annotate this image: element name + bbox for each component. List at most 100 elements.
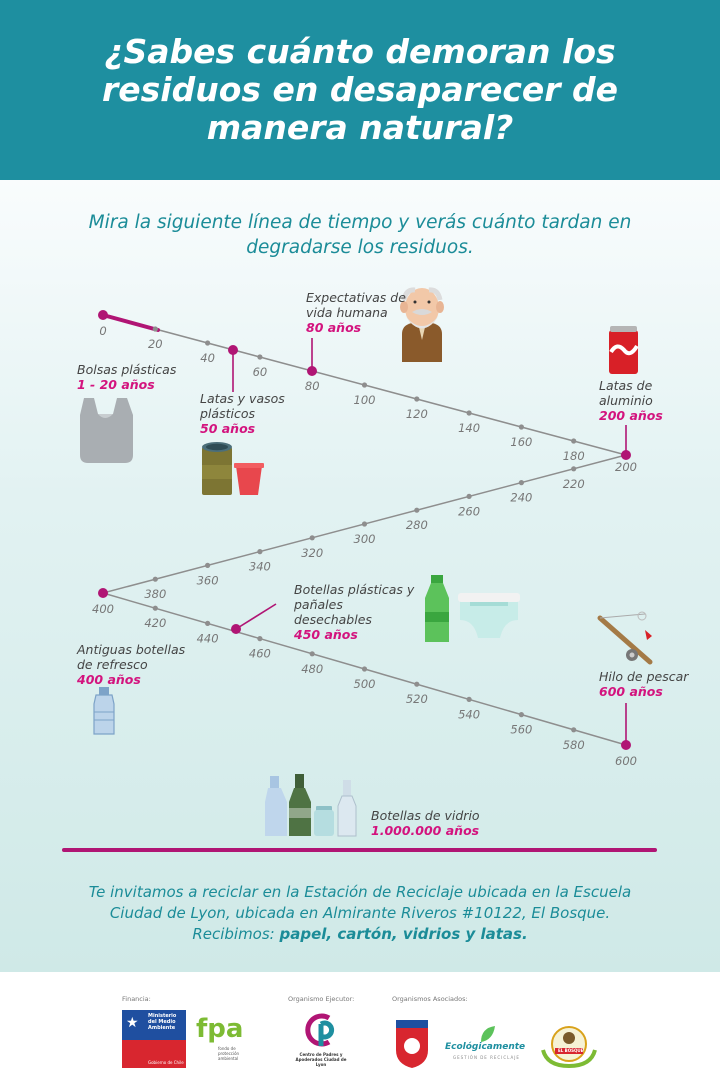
tick-dot xyxy=(257,549,263,555)
label-old-bottles-name: Antiguas botellas de refresco xyxy=(77,642,186,672)
old-glass-bottle-icon xyxy=(93,687,115,735)
label-aluminum-cans-name: Latas de aluminio xyxy=(599,378,653,408)
tick-dots xyxy=(152,326,577,733)
cpa-subtext: Centro de Padres y Apoderados Ciudad de … xyxy=(295,1052,347,1067)
main-panel xyxy=(0,180,720,972)
logos-bar: Financia: Organismo Ejecutor: Organismos… xyxy=(0,972,720,1080)
plastic-bottles-connector xyxy=(235,603,277,630)
tick-label: 600 xyxy=(615,754,637,768)
tick-label: 440 xyxy=(197,631,219,645)
plastic-bag-icon xyxy=(80,398,133,463)
marker-200 xyxy=(621,450,631,460)
ministerio-text: Ministerio del Medio Ambiente xyxy=(148,1013,177,1031)
label-glass-bottles-name: Botellas de vidrio xyxy=(371,808,480,823)
tick-label: 460 xyxy=(249,647,271,661)
tick-dot xyxy=(518,424,525,430)
elderly-person-icon xyxy=(400,287,444,362)
ecologicamente-subtext: GESTIÓN DE RECICLAJE xyxy=(453,1055,520,1060)
el-bosque-shield-logo xyxy=(392,1020,432,1070)
page-title: ¿Sabes cuánto demoran los residuos en de… xyxy=(101,32,619,147)
label-fishing-line-name: Hilo de pescar xyxy=(599,669,689,684)
ministerio-logo: ★ Ministerio del Medio Ambiente Gobierno… xyxy=(122,1010,186,1068)
label-glass-bottles: Botellas de vidrio 1.000.000 años xyxy=(371,808,511,838)
header: ¿Sabes cuánto demoran los residuos en de… xyxy=(0,0,720,180)
tick-label: 560 xyxy=(510,723,532,737)
caption-ejecutor: Organismo Ejecutor: xyxy=(288,995,355,1003)
tick-dot xyxy=(466,410,472,416)
tick-label: 300 xyxy=(354,532,376,546)
label-old-bottles-years: 400 años xyxy=(77,672,141,687)
marker-450 xyxy=(231,624,241,634)
label-glass-bottles-years: 1.000.000 años xyxy=(371,823,480,838)
leaf-icon xyxy=(481,1026,495,1042)
tick-label: 580 xyxy=(563,738,585,752)
fpa-text: fpa xyxy=(196,1014,244,1044)
bags-range-bar xyxy=(101,313,160,332)
ecologicamente-logo: Ecológicamente GESTIÓN DE RECICLAJE xyxy=(445,1024,525,1064)
tick-dot xyxy=(414,507,420,513)
tick-dot xyxy=(152,605,158,611)
tick-labels: 0 20 40 60 80 100 120 140 160 180 200 220 240 260 280 3… xyxy=(92,324,637,768)
marker-600 xyxy=(621,740,631,750)
caption-financia: Financia: xyxy=(122,995,151,1003)
tick-label: 400 xyxy=(92,602,114,616)
marker-50 xyxy=(228,345,238,355)
tick-dot xyxy=(257,354,263,360)
footer-line-2b: papel, cartón, vidrios y latas. xyxy=(279,925,528,943)
tick-label: 520 xyxy=(406,692,428,706)
fpa-logo: fpa fondo de protección ambiental xyxy=(194,1014,252,1064)
label-fishing-line-years: 600 años xyxy=(599,684,663,699)
tick-label: 420 xyxy=(144,616,166,630)
tick-dot xyxy=(361,521,368,527)
tick-dot xyxy=(571,727,577,733)
tick-dot xyxy=(205,562,211,569)
el-bosque-text: EL BOSQUE xyxy=(558,1048,584,1053)
label-plastic-bottles: Botellas plásticas y pañales desechables… xyxy=(294,582,419,642)
gobierno-text: Gobierno de Chile xyxy=(148,1060,184,1065)
marker-80 xyxy=(307,366,317,376)
tick-label: 220 xyxy=(563,477,585,491)
fishing-rod-icon xyxy=(597,611,653,665)
footer-line-1: Te invitamos a reciclar en la Estación d… xyxy=(88,883,632,922)
el-bosque-round-logo: EL BOSQUE xyxy=(537,1022,601,1069)
star-icon: ★ xyxy=(126,1015,139,1031)
tick-dot xyxy=(152,326,158,332)
tick-dot xyxy=(361,666,368,672)
tick-label: 380 xyxy=(144,587,166,601)
tick-dot xyxy=(361,382,368,388)
tick-dot xyxy=(309,651,315,657)
label-aluminum-cans-years: 200 años xyxy=(599,408,663,423)
tick-dot xyxy=(414,396,420,402)
label-cans-cups: Latas y vasos plásticos 50 años xyxy=(200,391,300,436)
wreath-icon xyxy=(541,1026,597,1069)
tick-label: 260 xyxy=(458,504,480,518)
cpa-mark-icon xyxy=(305,1013,335,1047)
tick-dot xyxy=(205,340,211,346)
tick-dot xyxy=(571,438,577,444)
tick-label: 500 xyxy=(354,677,376,691)
label-plastic-bottles-years: 450 años xyxy=(294,627,358,642)
label-fishing-line: Hilo de pescar 600 años xyxy=(599,669,689,699)
label-bags-name: Bolsas plásticas xyxy=(77,362,177,377)
tick-dot xyxy=(518,712,525,718)
tick-dot xyxy=(205,620,211,627)
label-old-bottles: Antiguas botellas de refresco 400 años xyxy=(77,642,187,687)
tick-label: 0 xyxy=(99,324,106,338)
label-human-life-name: Expectativas de vida humana xyxy=(306,290,406,320)
label-bags: Bolsas plásticas 1 - 20 años xyxy=(77,362,187,392)
can-and-cup-icon xyxy=(202,442,264,495)
tick-label: 280 xyxy=(406,518,428,532)
label-cans-cups-years: 50 años xyxy=(200,421,256,436)
tick-label: 480 xyxy=(301,662,323,676)
timeline-diagram: 0 20 40 60 80 100 120 140 160 180 200 220 240 260 280 3… xyxy=(62,287,657,852)
plastic-bottle-icon xyxy=(425,575,449,642)
tick-dot xyxy=(309,535,315,541)
tick-label: 540 xyxy=(458,707,480,721)
diaper-icon xyxy=(458,593,520,638)
label-human-life-years: 80 años xyxy=(306,320,362,335)
tick-dot xyxy=(152,576,158,582)
tick-dot xyxy=(257,636,263,642)
tick-label: 140 xyxy=(458,421,480,435)
label-plastic-bottles-name: Botellas plásticas y pañales desechables xyxy=(294,582,415,627)
tick-label: 120 xyxy=(406,407,428,421)
